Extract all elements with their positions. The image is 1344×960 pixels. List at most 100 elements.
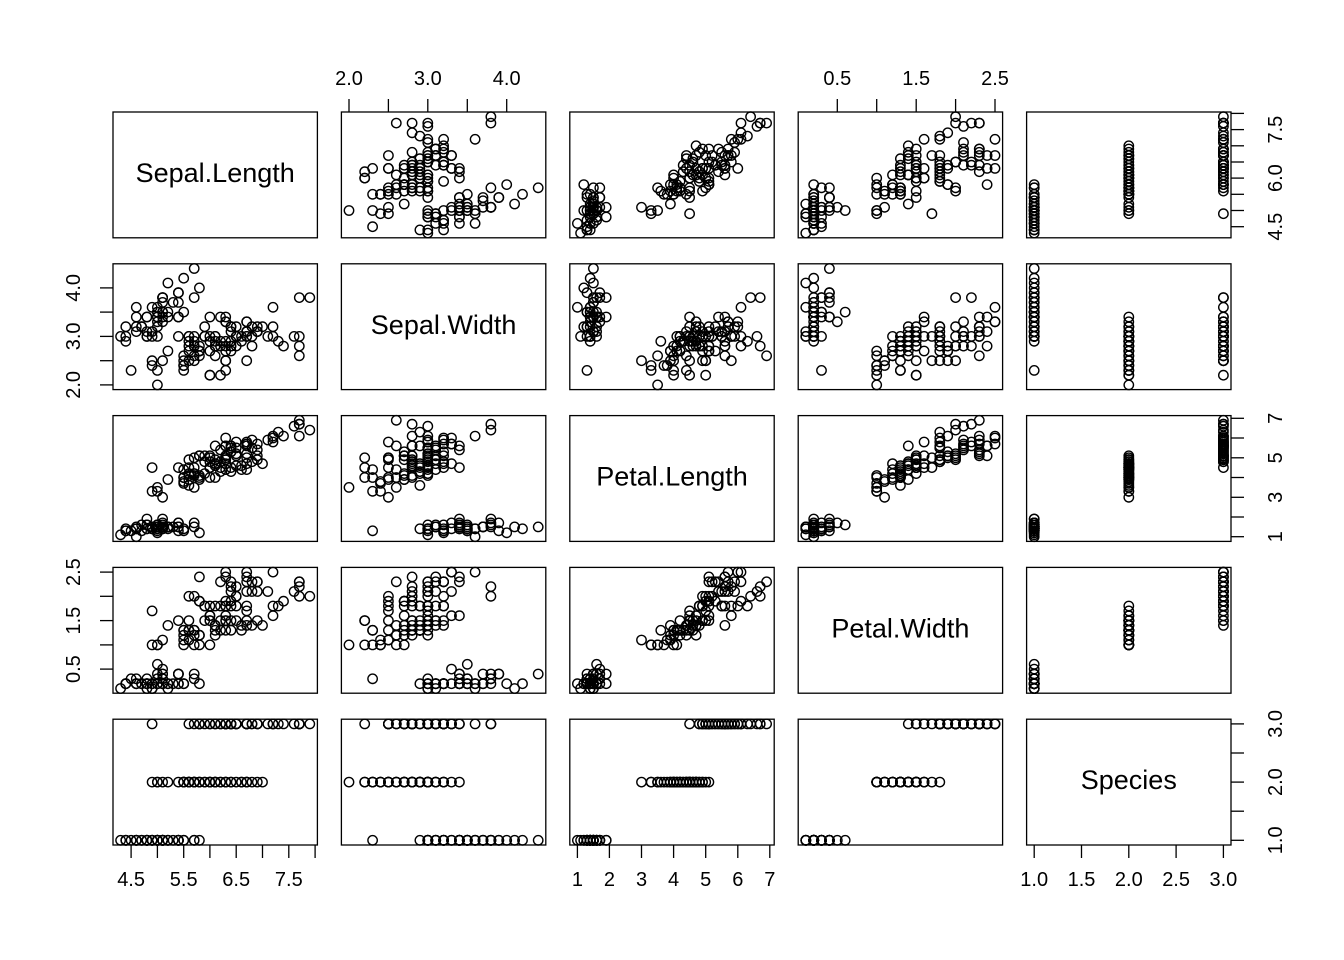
data-point — [288, 330, 300, 342]
data-point — [895, 470, 906, 481]
data-point — [267, 432, 279, 444]
data-point — [246, 576, 258, 588]
data-point — [215, 444, 226, 456]
scatter-points-petal-width-vs-sepal-width — [800, 263, 1001, 391]
data-point — [398, 624, 410, 636]
data-point — [808, 292, 820, 303]
data-point — [722, 566, 734, 578]
data-point — [645, 205, 657, 216]
data-point — [761, 350, 772, 362]
panel-r4c4: Petal.Width — [797, 566, 1004, 694]
data-point — [293, 430, 305, 442]
data-point — [241, 620, 253, 631]
data-point — [735, 595, 747, 607]
data-point — [871, 481, 883, 493]
data-point — [700, 355, 712, 367]
scatter-points-sepal-length-vs-petal-length — [115, 414, 316, 543]
data-point — [241, 330, 253, 342]
data-point — [973, 444, 985, 456]
data-point — [183, 468, 195, 479]
data-point — [1218, 143, 1229, 155]
data-point — [453, 576, 465, 588]
data-point — [398, 179, 410, 191]
data-point — [902, 150, 914, 161]
data-point — [461, 519, 473, 531]
scatter-points-species-vs-petal-width — [1028, 566, 1229, 694]
panel-r4c5 — [1025, 566, 1232, 694]
data-point — [816, 364, 827, 376]
data-point — [517, 188, 528, 200]
data-point — [204, 452, 216, 464]
data-point — [729, 576, 740, 588]
axis-right-petal-length: 1 3 5 7 — [1231, 413, 1287, 542]
tick-label: 2.5 — [1162, 869, 1190, 891]
panel-r3c1 — [112, 414, 319, 543]
data-point — [367, 525, 378, 537]
data-point — [485, 519, 497, 531]
data-point — [422, 227, 434, 239]
data-point — [453, 610, 465, 622]
data-point — [693, 166, 705, 178]
data-point — [438, 576, 449, 588]
data-point — [973, 117, 985, 129]
data-point — [517, 678, 528, 690]
data-point — [581, 224, 593, 236]
data-point — [895, 340, 906, 352]
data-point — [193, 340, 205, 352]
data-point — [125, 525, 137, 537]
data-point — [677, 159, 689, 171]
data-point — [509, 834, 520, 846]
data-point — [950, 448, 961, 460]
data-point — [241, 615, 253, 626]
data-point — [230, 776, 242, 788]
data-point — [375, 634, 386, 646]
data-point — [1218, 571, 1229, 583]
data-point — [406, 146, 418, 158]
data-point — [430, 211, 442, 223]
data-point — [209, 620, 221, 631]
data-point — [267, 436, 279, 448]
data-point — [343, 776, 355, 788]
data-point — [162, 474, 174, 485]
data-point — [584, 217, 596, 229]
data-point — [162, 620, 174, 631]
data-point — [761, 117, 772, 129]
data-point — [839, 834, 851, 846]
data-point — [735, 718, 747, 730]
data-point — [981, 311, 993, 323]
data-point — [719, 162, 731, 174]
data-point — [493, 192, 505, 203]
data-point — [367, 162, 378, 174]
data-point — [220, 311, 232, 323]
data-point — [251, 444, 263, 456]
data-point — [193, 345, 205, 357]
data-point — [981, 340, 993, 352]
data-point — [700, 369, 712, 381]
data-point — [446, 586, 457, 597]
data-point — [146, 718, 158, 730]
data-point — [910, 355, 922, 367]
data-point — [414, 620, 426, 631]
data-point — [241, 600, 253, 612]
data-point — [453, 678, 465, 690]
data-point — [236, 776, 247, 788]
data-point — [130, 301, 142, 313]
tick-label: 2.0 — [1265, 768, 1287, 796]
data-point — [973, 311, 985, 323]
data-point — [1123, 485, 1135, 497]
data-point — [1028, 673, 1040, 685]
data-point — [934, 345, 946, 357]
data-point — [225, 776, 237, 788]
data-point — [241, 448, 253, 460]
data-point — [422, 718, 434, 730]
data-point — [1028, 272, 1040, 284]
data-point — [588, 296, 599, 308]
data-point — [115, 330, 127, 342]
scatter-points-species-vs-petal-length — [1028, 414, 1229, 543]
panel-box — [569, 111, 775, 239]
data-point — [183, 718, 195, 730]
data-point — [800, 834, 812, 846]
data-point — [584, 678, 596, 690]
data-point — [839, 306, 851, 318]
data-point — [382, 162, 394, 174]
